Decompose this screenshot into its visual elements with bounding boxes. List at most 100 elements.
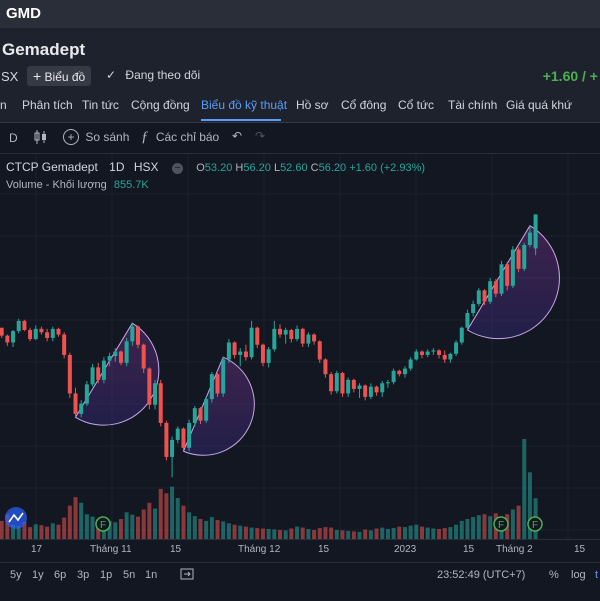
follow-button-label: Đang theo dõi [125,68,201,82]
percent-toggle[interactable]: % [549,569,559,581]
check-icon: ✓ [106,68,117,82]
candle-body [84,384,89,404]
range-1d[interactable]: 1n [145,569,158,581]
candle-body [11,331,16,343]
tab-profile[interactable]: Hồ sơ [296,98,329,112]
low-value: 52.60 [280,162,308,174]
close-label: C [310,162,319,174]
stock-header: Gemadept SX + Biểu đồ ✓ Đang theo dõi +1… [0,28,600,90]
candle-body [238,351,243,355]
candle-body [397,370,402,375]
legend-collapse-icon[interactable]: − [171,163,183,174]
range-6m[interactable]: 6p [54,569,67,581]
clock-time[interactable]: 23:52:49 (UTC+7) [437,569,526,581]
redo-icon[interactable]: ↷ [255,129,266,143]
candle-body [323,359,328,375]
volume-bar [175,498,180,539]
volume-bar [402,527,407,539]
candle-style-icon[interactable] [33,129,49,148]
candle-body [255,327,260,345]
volume-bar [363,529,368,539]
tab-analysis[interactable]: Phân tích [22,98,73,112]
log-toggle[interactable]: log [571,569,586,581]
candle-body [442,354,447,360]
candle-body [45,332,50,338]
tab-price-history[interactable]: Giá quá khứ [506,98,573,112]
event-marker [527,516,543,532]
range-5y[interactable]: 5y [10,569,22,581]
volume-bar [397,526,402,539]
volume-value: 855.7K [113,179,149,191]
auto-toggle[interactable]: t [595,569,599,581]
candle-body [516,249,521,269]
interval-selector[interactable]: D [9,131,18,145]
tab-shareholders[interactable]: Cổ đông [341,98,387,112]
volume-bar [39,525,44,539]
candle-body [425,351,430,355]
volume-bar [215,519,220,539]
volume-bar [516,505,521,539]
tab-dividends[interactable]: Cổ tức [398,98,435,112]
candle-body [431,350,436,352]
tab-technical-chart[interactable]: Biểu đồ kỹ thuật [201,98,288,112]
x-tick: 15 [318,544,330,555]
volume-bar [374,528,379,539]
chart-button[interactable]: + Biểu đồ [27,66,92,86]
candle-body [0,327,4,336]
range-1y[interactable]: 1y [32,569,44,581]
candle-body [510,249,515,286]
volume-bar [141,509,146,539]
range-1m[interactable]: 1p [100,569,113,581]
volume-bar [420,526,424,539]
candle-body [175,428,180,440]
volume-bar [187,512,192,539]
volume-bar [380,527,385,539]
volume-bar [84,514,89,539]
tab-overview[interactable]: n [0,98,7,112]
follow-button[interactable]: ✓ Đang theo dõi [106,68,200,82]
volume-bar [295,526,300,539]
x-tick: 2023 [394,544,417,555]
tab-financials[interactable]: Tài chính [448,98,498,112]
range-5d[interactable]: 5n [123,569,136,581]
tab-community[interactable]: Cộng đồng [131,98,190,112]
close-value: 56.20 [318,162,347,174]
function-icon: ƒ [141,129,149,145]
candle-body [272,328,277,350]
candle-body [363,385,368,397]
x-tick: Tháng 11 [90,544,132,555]
candle-body [402,368,407,375]
open-value: 53.20 [204,162,233,174]
candle-body [192,408,197,423]
candle-body [50,328,55,338]
candle-body [454,342,459,354]
volume-bar [317,528,322,539]
semicircle-drawing [182,356,255,456]
candle-body [226,342,231,360]
candle-body [136,326,140,345]
undo-icon[interactable]: ↶ [232,129,243,143]
volume-bar [476,515,481,539]
indicators-button[interactable]: ƒ Các chỉ báo [141,129,219,146]
plus-icon: + [33,68,42,84]
indicators-label: Các chỉ báo [155,130,220,144]
legend-interval: 1D [109,160,125,174]
volume-bar [408,525,413,539]
tab-news[interactable]: Tin tức [82,98,119,112]
volume-bar [471,517,476,539]
volume-bar [232,524,237,539]
candle-body [209,374,214,400]
candle-body [96,367,101,380]
compare-button[interactable]: + So sánh [63,129,129,145]
candle-body [67,354,72,394]
candle-body [153,383,158,405]
range-3m[interactable]: 3p [77,569,90,581]
low-label: L [273,162,281,174]
x-tick: Tháng 12 [238,544,281,555]
volume-bar [368,530,373,539]
tab-bar: n Phân tích Tin tức Cộng đồng Biểu đồ kỹ… [0,90,600,123]
candle-body [187,422,192,448]
goto-date-icon[interactable] [180,567,194,584]
candle-body [249,327,254,358]
